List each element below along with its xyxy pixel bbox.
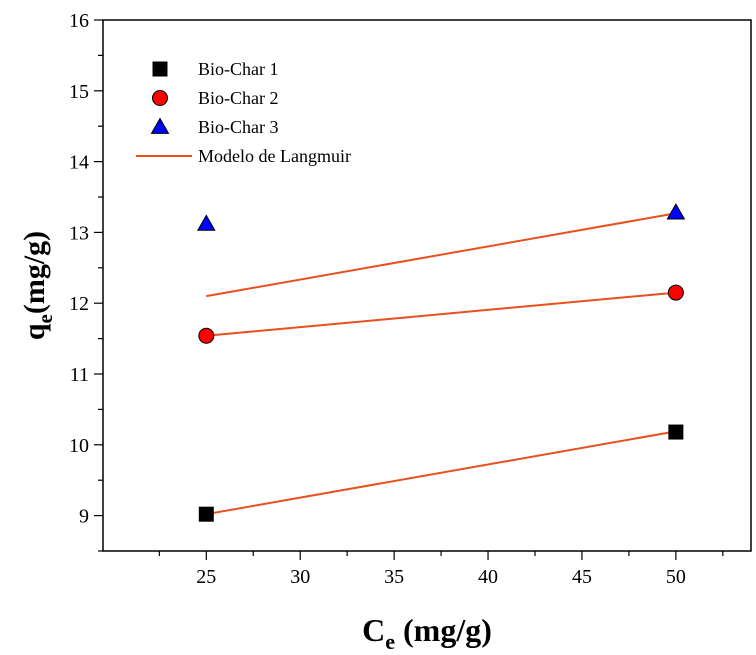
axis-titles: Ce (mg/g) qe(mg/g)	[18, 231, 492, 654]
x-tick-label: 40	[478, 566, 498, 588]
x-tick-label: 35	[384, 566, 404, 588]
axis-ticks: 25 30 35 40 45 50 9 10 11 12 13 14 15 16	[69, 10, 724, 588]
x-axis-title: Ce (mg/g)	[362, 612, 492, 654]
data-points	[196, 203, 686, 522]
legend-label-2: Bio-Char 2	[198, 88, 279, 108]
legend-marker-1	[152, 61, 168, 77]
data-point-series-2	[198, 327, 215, 344]
x-tick-label: 50	[666, 566, 686, 588]
y-tick-label: 10	[69, 435, 89, 457]
x-tick-label: 45	[572, 566, 592, 588]
y-tick-label: 15	[69, 81, 89, 103]
data-point-series-3	[196, 214, 216, 231]
y-tick-label: 12	[69, 293, 89, 315]
y-tick-label: 9	[79, 506, 89, 528]
x-tick-label: 30	[290, 566, 310, 588]
y-tick-label: 13	[69, 222, 89, 244]
x-tick-label: 25	[196, 566, 216, 588]
data-point-series-3	[666, 203, 686, 220]
legend-marker-3	[150, 117, 170, 134]
data-point-series-1	[198, 506, 214, 522]
y-axis-title: qe(mg/g)	[18, 231, 57, 340]
fit-line	[206, 430, 677, 516]
legend-marker-2	[152, 90, 168, 106]
y-tick-label: 16	[69, 10, 89, 32]
langmuir-fit-lines	[206, 212, 677, 516]
y-tick-label: 14	[69, 152, 89, 174]
axes-frame	[102, 19, 752, 552]
legend-label-fit: Modelo de Langmuir	[198, 146, 351, 166]
data-point-series-2	[667, 284, 684, 301]
legend-label-1: Bio-Char 1	[198, 59, 279, 79]
data-point-series-1	[668, 424, 684, 440]
y-tick-label: 11	[70, 364, 89, 386]
plot-frame	[102, 19, 752, 552]
legend: Bio-Char 1 Bio-Char 2 Bio-Char 3 Modelo de …	[136, 59, 351, 166]
fit-line	[206, 212, 677, 298]
fit-line	[206, 291, 676, 337]
legend-label-3: Bio-Char 3	[198, 117, 279, 137]
